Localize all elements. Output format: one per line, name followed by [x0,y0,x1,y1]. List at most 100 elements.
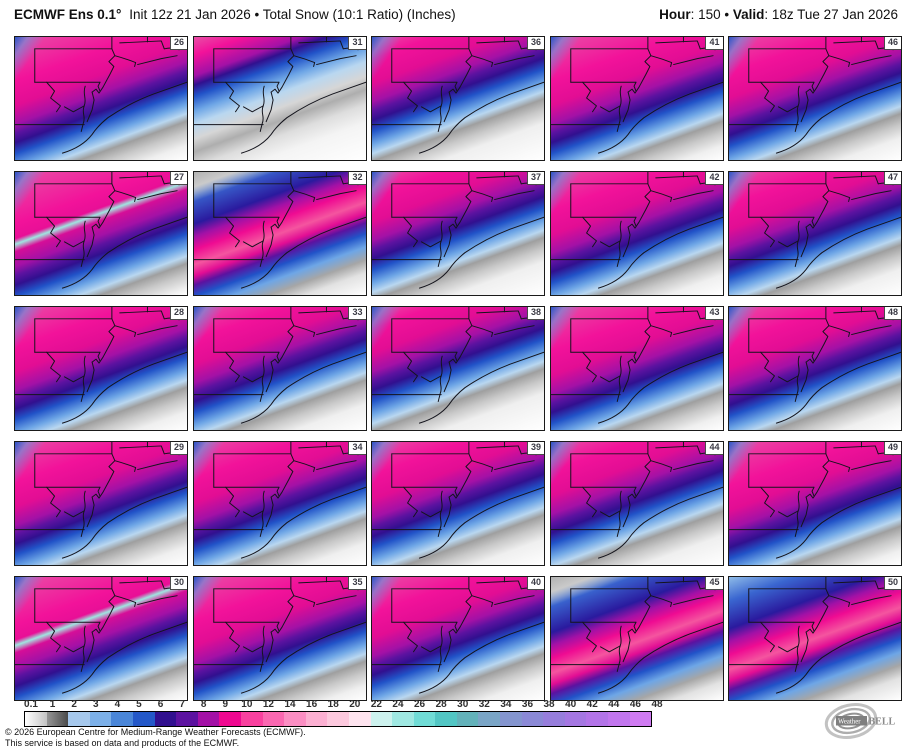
colorbar-labels: 0.1 1 2 3 4 5 6 7 8 9 10 12 14 16 18 20 22 24 26 28 30 32 34 36… [24,699,663,710]
ensemble-member-map[interactable]: 42 [549,171,724,296]
colorbar-segment [543,712,565,726]
ensemble-member-map[interactable]: 37 [371,171,545,296]
colorbar-segment [500,712,522,726]
state-outlines [550,172,723,289]
colorbar-segment [132,712,155,726]
member-number-badge: 42 [705,172,723,185]
ensemble-member-map[interactable]: 35 [192,576,367,701]
logo-weather-text: Weather [838,719,861,726]
ensemble-member-map[interactable]: 32 [192,171,367,296]
colorbar-tick-label: 3 [92,699,99,710]
colorbar-tick-label: 4 [114,699,121,710]
colorbar-tick-label: 18 [327,699,339,710]
state-outlines [15,442,187,559]
colorbar-segment [370,712,393,726]
member-number-badge: 35 [348,577,366,590]
member-number-badge: 39 [526,442,544,455]
colorbar-tick-label: 10 [241,699,253,710]
model-name: ECMWF Ens 0.1° [14,7,122,22]
colorbar-segment [219,712,241,726]
colorbar-tick-label: 24 [392,699,404,710]
colorbar-segment [564,712,587,726]
colorbar-tick-label: 34 [500,699,512,710]
ensemble-member-map[interactable]: 47 [728,171,902,296]
member-number-badge: 36 [526,37,544,50]
state-outlines [550,577,723,694]
member-number-badge: 40 [526,577,544,590]
state-outlines [193,307,366,424]
colorbar-segment [46,712,69,726]
ensemble-member-map[interactable]: 41 [549,36,724,161]
colorbar-tick-label: 8 [200,699,207,710]
colorbar-segment [284,712,306,726]
member-number-badge: 38 [526,307,544,320]
colorbar-segment [435,712,457,726]
ensemble-member-map[interactable]: 30 [14,576,188,701]
colorbar-tick-label: 12 [262,699,274,710]
colorbar-tick-label: 2 [71,699,77,710]
colorbar-segment [327,712,349,726]
colorbar-segment [413,712,436,726]
ensemble-member-map[interactable]: 39 [371,441,545,566]
colorbar-segment [392,712,414,726]
member-number-badge: 31 [348,37,366,50]
state-outlines [550,442,723,559]
colorbar-tick-label: 1 [49,699,56,710]
header: ECMWF Ens 0.1° Init 12z 21 Jan 2026 • To… [0,0,913,32]
member-number-badge: 47 [883,172,901,185]
valid-value: : 18z Tue 27 Jan 2026 [764,7,898,22]
colorbar-tick-label: 44 [608,699,620,710]
header-valid-time: Hour: 150 • Valid: 18z Tue 27 Jan 2026 [659,7,898,22]
colorbar-tick-label: 48 [651,699,663,710]
colorbar-segment [629,712,652,726]
colorbar-tick-label: 22 [370,699,382,710]
ensemble-member-map[interactable]: 27 [14,171,188,296]
ensemble-member-map[interactable]: 33 [192,306,367,431]
ensemble-member-map[interactable]: 44 [549,441,724,566]
colorbar-segment [197,712,220,726]
colorbar-tick-label: 36 [521,699,534,710]
colorbar-tick-label: 14 [284,699,296,710]
colorbar-segment [348,712,371,726]
member-number-badge: 48 [883,307,901,320]
weatherbell-logo: Weather BELL [823,699,901,748]
member-number-badge: 34 [348,442,366,455]
state-outlines [372,577,544,694]
state-outlines [729,172,901,289]
ensemble-member-map[interactable]: 48 [728,306,902,431]
ensemble-member-map[interactable]: 43 [549,306,724,431]
ensemble-member-map[interactable]: 40 [371,576,545,701]
ensemble-member-map[interactable]: 29 [14,441,188,566]
member-number-badge: 49 [883,442,901,455]
colorbar-tick-label: 42 [586,699,598,710]
ensemble-member-map[interactable]: 26 [14,36,188,161]
member-number-badge: 46 [883,37,901,50]
colorbar-segment [456,712,479,726]
colorbar-segment [521,712,544,726]
ensemble-member-map[interactable]: 28 [14,306,188,431]
state-outlines [15,307,187,424]
colorbar-tick-label: 28 [435,699,447,710]
ensemble-member-map[interactable]: 45 [549,576,724,701]
member-number-badge: 29 [169,442,187,455]
ensemble-member-map[interactable]: 36 [371,36,545,161]
member-number-badge: 32 [348,172,366,185]
colorbar-tick-label: 32 [478,699,490,710]
ensemble-member-map[interactable]: 49 [728,441,902,566]
state-outlines [193,172,366,289]
ensemble-member-map[interactable]: 38 [371,306,545,431]
ensemble-member-map[interactable]: 34 [192,441,367,566]
state-outlines [550,37,723,154]
colorbar-segment [176,712,198,726]
ensemble-member-map[interactable]: 31 [192,36,367,161]
ensemble-member-map[interactable]: 46 [728,36,902,161]
state-outlines [372,307,544,424]
colorbar-segment [89,712,112,726]
copyright-line: © 2026 European Centre for Medium-Range … [5,727,306,737]
colorbar-tick-label: 38 [543,699,555,710]
colorbar-segment [25,712,47,726]
ensemble-member-map[interactable]: 50 [728,576,902,701]
state-outlines [15,577,187,694]
member-number-badge: 26 [169,37,187,50]
